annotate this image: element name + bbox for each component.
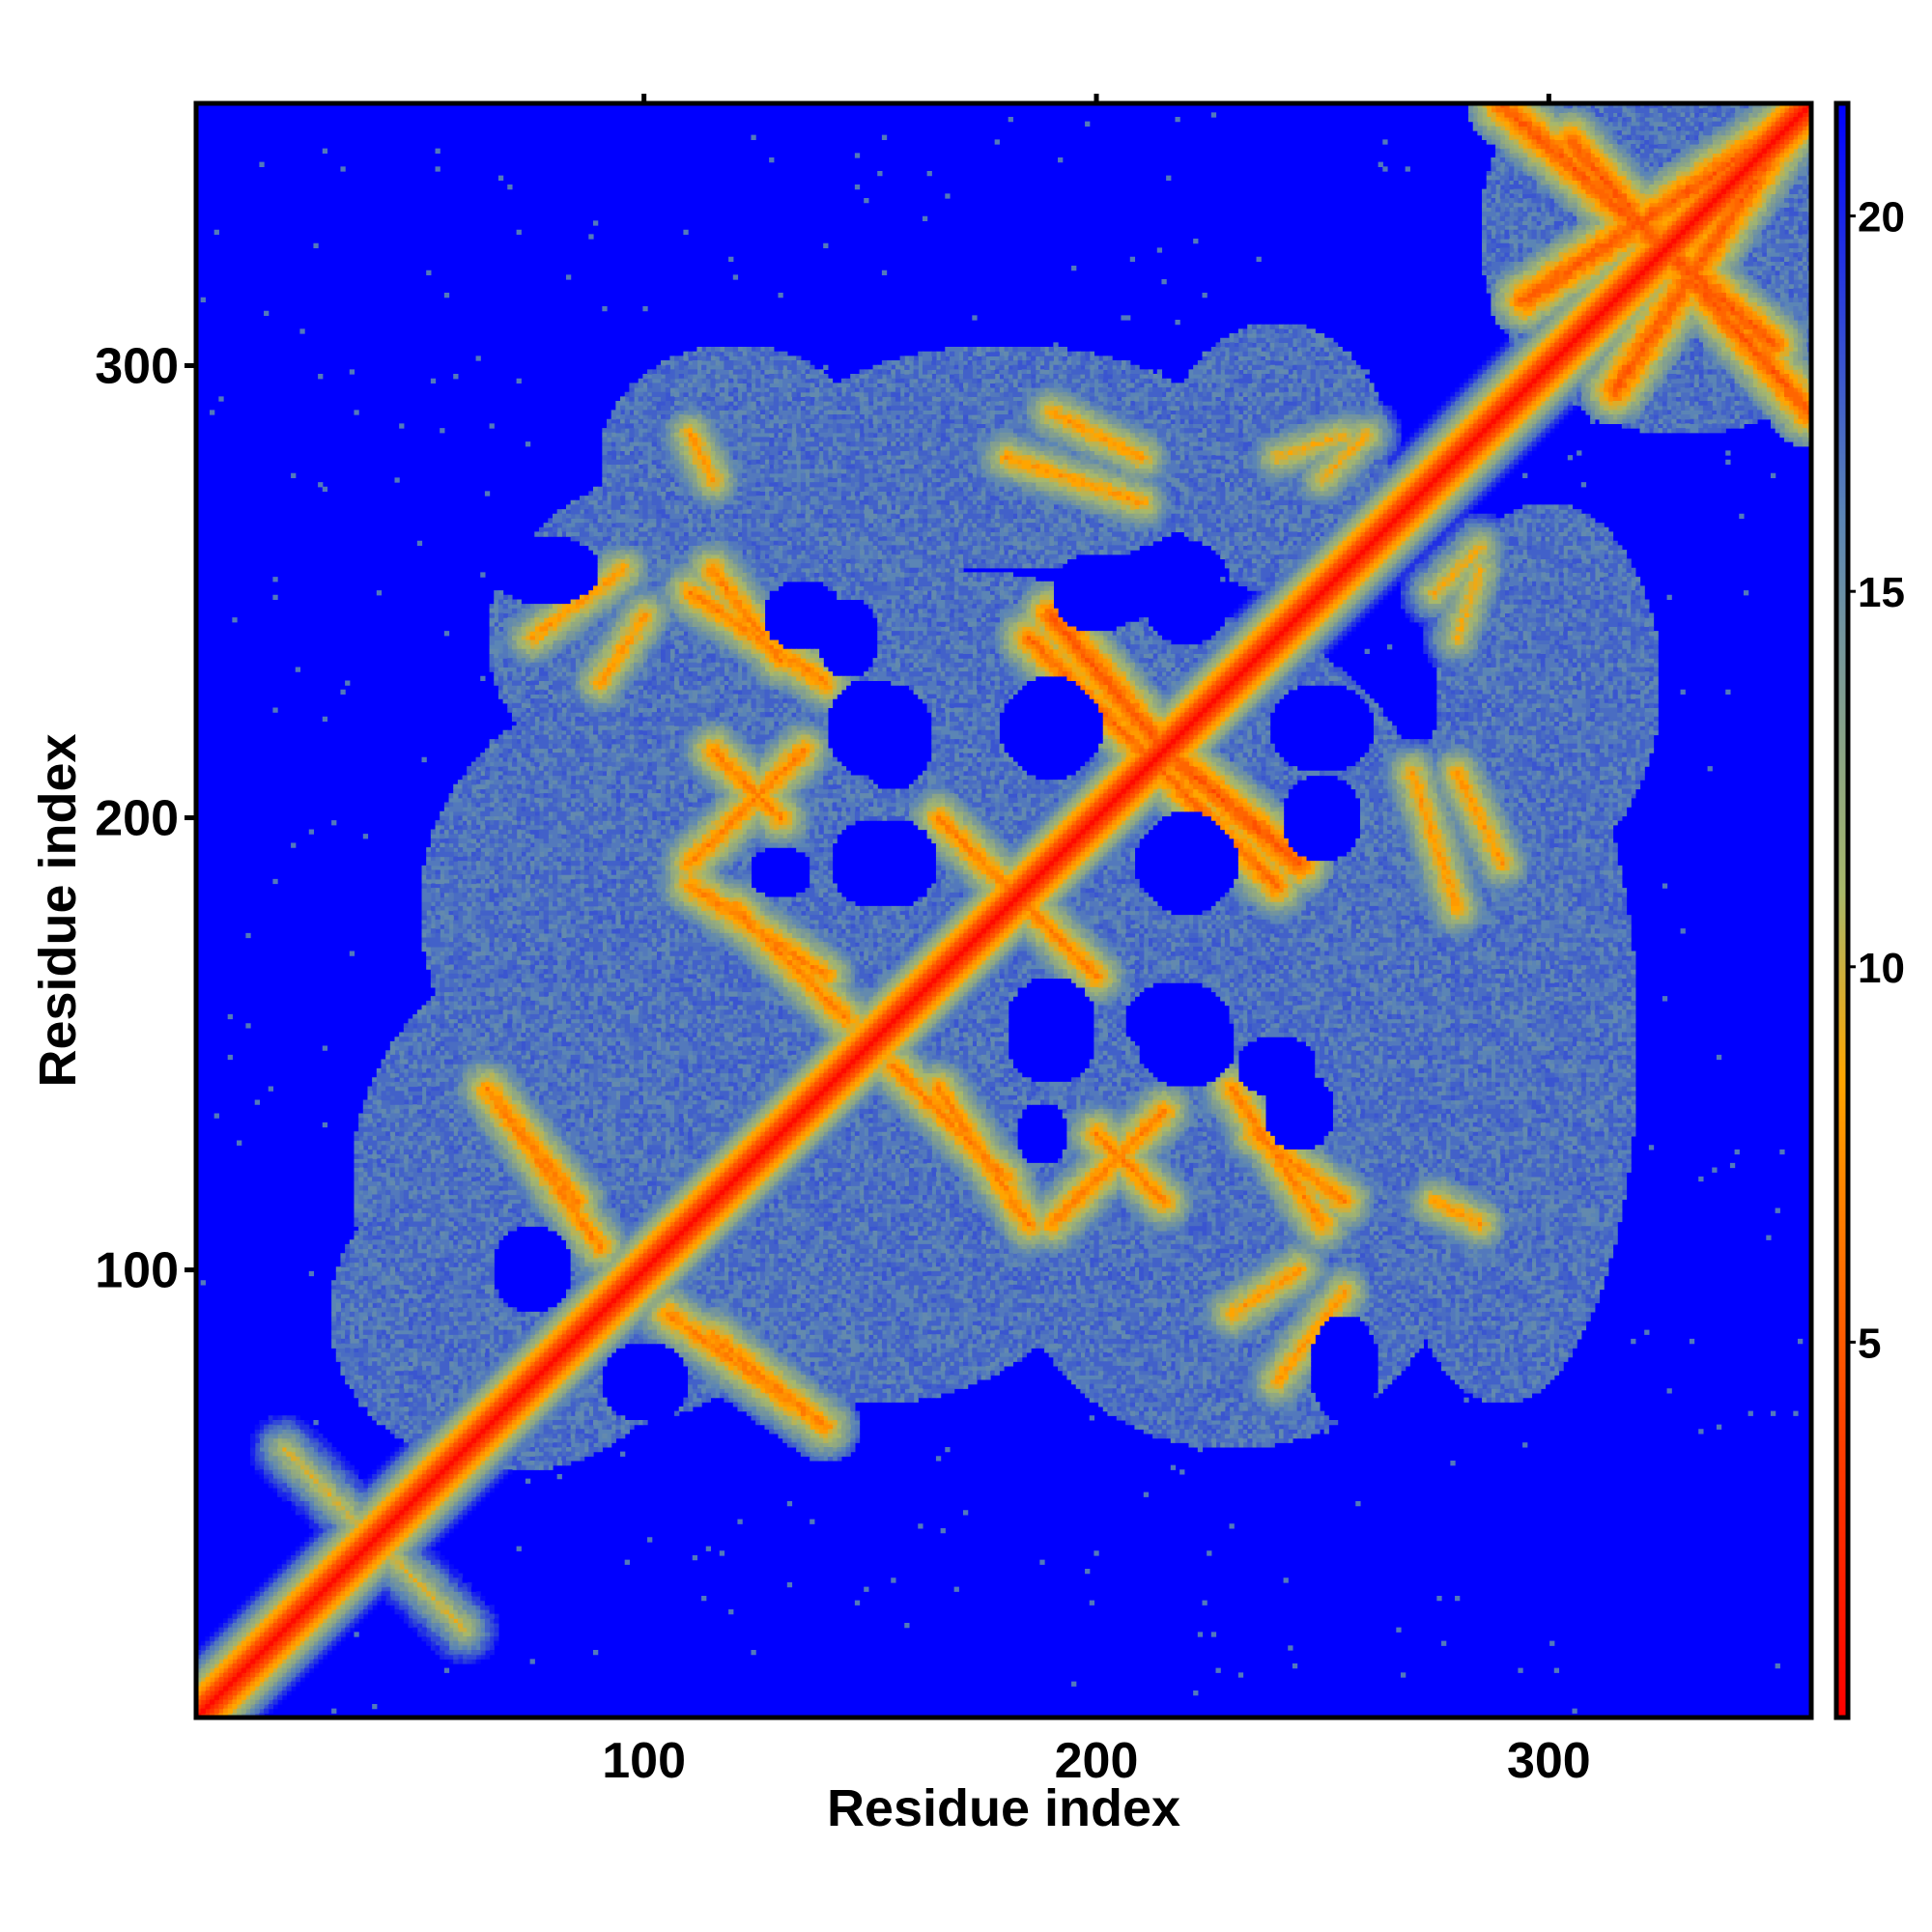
y-axis-ticks: 100 200 300 — [95, 338, 196, 1299]
y-tick-label: 200 — [95, 791, 179, 847]
colorbar-tick-label: 5 — [1858, 1320, 1881, 1367]
heatmap-band — [196, 103, 1812, 1719]
heatmap-band — [196, 103, 1812, 1719]
colorbar-tick-label: 15 — [1858, 569, 1905, 616]
heatmap-band — [259, 103, 1812, 1656]
x-tick-label: 100 — [602, 1733, 686, 1789]
heatmap-cells — [196, 103, 1812, 1719]
heatmap-band — [286, 112, 1812, 1629]
y-tick-label: 300 — [95, 338, 179, 394]
x-tick-label: 300 — [1507, 1733, 1591, 1789]
x-axis-title: Residue index — [827, 1779, 1180, 1837]
heatmap-band — [281, 107, 1812, 1637]
y-tick-label: 100 — [95, 1243, 179, 1299]
heatmap-band — [196, 103, 1812, 1719]
x-tick-label: 200 — [1055, 1733, 1139, 1789]
y-axis-title: Residue index — [29, 733, 87, 1087]
plot-frame — [193, 100, 1814, 1720]
colorbar-tick-label: 10 — [1858, 945, 1905, 992]
colorbar-ticks: 5 10 15 20 — [1848, 194, 1905, 1367]
colorbar — [1833, 100, 1851, 1720]
x-axis-ticks: 100 200 300 — [602, 94, 1591, 1789]
colorbar-tick-label: 20 — [1858, 194, 1905, 242]
